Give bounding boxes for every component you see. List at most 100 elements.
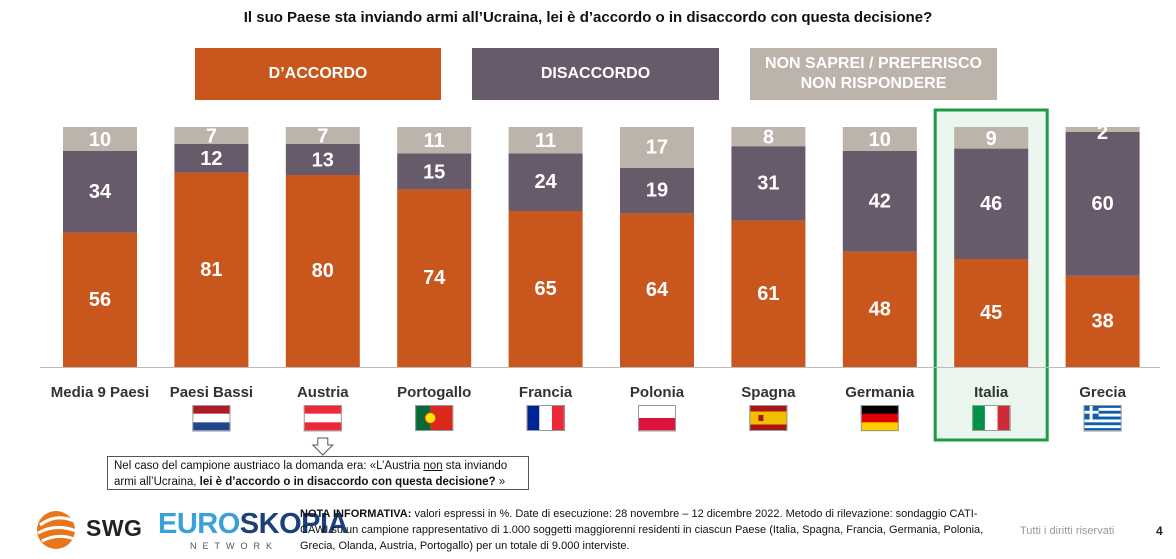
data-label: 38 (1091, 310, 1113, 332)
legend-no-answer-label-2: NON RISPONDERE (800, 75, 947, 92)
bar-segment (954, 148, 1029, 259)
data-label: 65 (534, 278, 556, 300)
category-label: Austria (297, 384, 349, 401)
category-label: Paesi Bassi (170, 384, 253, 401)
data-label: 12 (200, 148, 222, 170)
flag-austria-icon (303, 405, 342, 432)
data-label: 10 (869, 129, 891, 151)
bar-segment (397, 127, 472, 154)
bar-segment (63, 151, 137, 233)
data-label: 81 (200, 259, 222, 281)
note-text-4: » (495, 476, 506, 488)
bar-segment (1065, 131, 1140, 276)
data-label: 19 (646, 180, 668, 202)
bar-segment (954, 259, 1029, 367)
data-label: 24 (534, 171, 557, 193)
bar-segment (620, 167, 694, 214)
category-label: Francia (519, 384, 573, 401)
data-label: 80 (312, 260, 334, 282)
data-label: 7 (206, 125, 217, 147)
bar-segment (620, 127, 694, 168)
swg-logo-text: SWG (86, 515, 143, 541)
euroskopia-logo-b: SKOPIA (239, 508, 349, 540)
legend-disagree: DISACCORDO (472, 48, 719, 100)
data-label: 10 (89, 129, 111, 151)
legend-no-answer-label-1: NON SAPREI / PREFERISCO (765, 55, 982, 72)
note-bold: lei è d’accordo o in disaccordo con ques… (199, 476, 496, 488)
category-label: Grecia (1079, 384, 1126, 401)
bar-segment (620, 213, 694, 367)
footnote: NOTA INFORMATIVA: valori espressi in %. … (300, 506, 990, 554)
flag-italy-icon (972, 405, 1011, 431)
bar-segment (174, 172, 249, 367)
bar-segment (397, 189, 472, 367)
flag-portugal-icon (415, 405, 454, 431)
data-label: 64 (646, 279, 669, 301)
data-label: 45 (980, 302, 1002, 324)
category-label: Media 9 Paesi (51, 384, 149, 401)
flag-poland-icon (638, 405, 676, 432)
category-label: Germania (845, 384, 915, 401)
bar-segment (731, 127, 806, 147)
note-underlined: non (423, 460, 443, 472)
data-label: 61 (757, 283, 779, 305)
category-label: Portogallo (397, 384, 471, 401)
bar-segment (508, 153, 583, 211)
bar-segment (285, 175, 360, 367)
bar-segment (731, 220, 806, 367)
bar-segment (508, 211, 583, 367)
data-label: 13 (312, 149, 334, 171)
bar-segment (508, 127, 583, 154)
note-text-3: armi all’Ucraina, (114, 476, 200, 488)
bar-segment (174, 127, 249, 144)
bar-segment (842, 151, 917, 252)
bar-segment (842, 251, 917, 367)
flag-france-icon (526, 405, 565, 431)
category-label: Italia (974, 384, 1009, 401)
category-label: Polonia (630, 384, 685, 401)
footnote-label: NOTA INFORMATIVA: (300, 508, 412, 520)
note-text-2: sta inviando (442, 460, 508, 472)
bar-segment (285, 143, 360, 175)
legend-disagree-label: DISACCORDO (540, 65, 651, 82)
page-number: 4 (1156, 524, 1163, 538)
bar-segment (63, 232, 137, 367)
euroskopia-logo: EUROSKOPIA (158, 508, 348, 541)
legend-no-answer: NON SAPREI / PREFERISCO NON RISPONDERE (750, 48, 997, 100)
data-label: 15 (423, 161, 445, 183)
network-label: NETWORK (190, 541, 278, 551)
data-label: 60 (1091, 193, 1113, 215)
bar-segment (954, 127, 1029, 149)
austria-note: Nel caso del campione austriaco la doman… (107, 456, 529, 490)
data-label: 56 (89, 289, 111, 311)
flag-spain-icon (749, 405, 788, 431)
down-arrow-icon (311, 437, 335, 456)
rights-text: Tutti i diritti riservati (1020, 525, 1115, 537)
bar-segment (174, 143, 249, 173)
data-label: 11 (424, 130, 445, 152)
category-label: Spagna (741, 384, 796, 401)
chart-title: Il suo Paese sta inviando armi all’Ucrai… (243, 9, 933, 26)
data-label: 11 (535, 130, 556, 152)
flag-greece-icon (1083, 405, 1122, 432)
data-label: 34 (89, 181, 112, 203)
bar-segment (63, 127, 137, 151)
data-label: 31 (757, 172, 779, 194)
data-label: 42 (869, 190, 891, 212)
data-label: 8 (763, 127, 774, 149)
note-text-1: Nel caso del campione austriaco la doman… (114, 460, 424, 472)
footnote-text: valori espressi in %. Date di esecuzione… (300, 508, 984, 552)
data-label: 48 (869, 298, 891, 320)
data-label: 9 (986, 128, 997, 150)
swg-logo-icon (37, 511, 77, 549)
legend-agree: D’ACCORDO (195, 48, 441, 100)
data-label: 17 (646, 136, 668, 158)
bar-segment (1065, 275, 1140, 367)
flag-netherlands-icon (192, 405, 231, 432)
data-label: 2 (1097, 122, 1108, 144)
bar-segment (1065, 127, 1140, 132)
bar-segment (397, 153, 472, 190)
bar-segment (731, 146, 806, 221)
bar-segment (285, 127, 360, 144)
